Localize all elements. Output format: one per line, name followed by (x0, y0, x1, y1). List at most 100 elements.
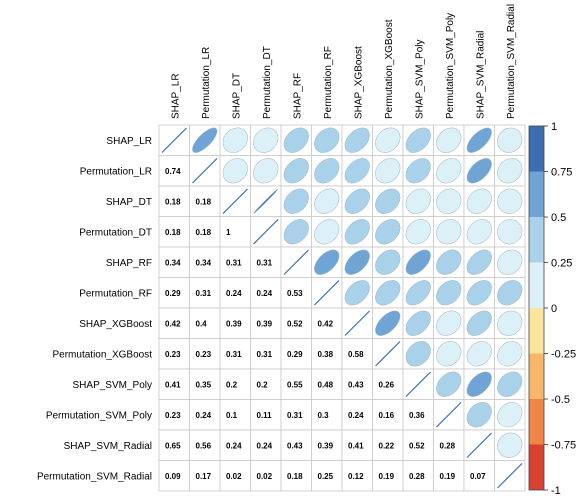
matrix-cell-shap-svm-radial-permutation-svm-poly (433, 429, 465, 461)
matrix-cell-shap-svm-poly-shap-lr (158, 368, 190, 400)
value-label-shap-svm-radial-shap-xgboost: 0.41 (348, 441, 364, 450)
ellipse-mark-permutation-dt-permutation-rf (314, 219, 340, 245)
ellipse-mark-permutation-xgboost-permutation-svm-radial (497, 341, 523, 367)
matrix-cell-shap-xgboost-permutation-dt (250, 307, 282, 339)
matrix-cell-permutation-rf-shap-rf (280, 277, 312, 309)
value-label-shap-xgboost-permutation-rf: 0.42 (318, 319, 334, 328)
value-label-shap-xgboost-shap-rf: 0.52 (287, 319, 303, 328)
matrix-cell-shap-xgboost-shap-rf (280, 307, 312, 339)
value-label-permutation-rf-shap-dt: 0.24 (226, 289, 242, 298)
row-label-permutation-lr: Permutation_LR (80, 166, 152, 177)
matrix-cell-permutation-svm-poly-shap-dt (219, 399, 251, 431)
ellipse-mark-shap-rf-permutation-xgboost (375, 249, 401, 275)
legend-tick-label-1: 0.75 (551, 167, 572, 179)
ellipse-mark-permutation-lr-permutation-svm-radial (497, 158, 523, 184)
value-label-permutation-svm-radial-shap-xgboost: 0.12 (348, 472, 364, 481)
legend-tick-label-2: 0.5 (551, 212, 566, 224)
value-label-shap-dt-permutation-lr: 0.18 (196, 197, 212, 206)
diagonal-line-permutation-svm-radial (497, 463, 523, 489)
matrix-cell-shap-xgboost-permutation-rf (311, 307, 343, 339)
ellipse-mark-shap-lr-shap-rf (283, 127, 309, 153)
matrix-cell-shap-xgboost-shap-dt (219, 307, 251, 339)
ellipse-mark-shap-rf-permutation-rf (314, 249, 340, 275)
ellipse-mark-shap-xgboost-permutation-xgboost (375, 310, 401, 336)
row-labels: SHAP_LR Permutation_LR SHAP_DT Permutation_… (37, 136, 152, 483)
value-label-permutation-rf-permutation-lr: 0.31 (196, 289, 212, 298)
ellipse-mark-permutation-lr-shap-dt (222, 158, 248, 184)
ellipse-mark-permutation-lr-shap-svm-poly (405, 158, 431, 184)
matrix-cell-permutation-svm-radial-permutation-rf (311, 460, 343, 492)
diagonal-line-permutation-xgboost (375, 341, 401, 367)
ellipse-mark-permutation-dt-shap-xgboost (344, 219, 370, 245)
value-label-permutation-svm-radial-permutation-rf: 0.25 (318, 472, 334, 481)
matrix-cell-shap-svm-radial-permutation-xgboost (372, 429, 404, 461)
ellipse-mark-shap-rf-shap-svm-poly (405, 249, 431, 275)
matrix-cell-shap-svm-radial-shap-rf (280, 429, 312, 461)
column-label-shap-lr: SHAP_LR (170, 73, 181, 119)
ellipse-mark-shap-dt-shap-rf (283, 188, 309, 214)
legend-tick-label-4: 0 (551, 303, 557, 315)
ellipse-mark-shap-lr-shap-xgboost (344, 127, 370, 153)
ellipse-mark-permutation-dt-permutation-xgboost (375, 219, 401, 245)
legend-band-5 (529, 353, 544, 399)
value-label-shap-xgboost-permutation-lr: 0.4 (196, 319, 208, 328)
legend-band-1 (529, 171, 544, 217)
value-label-shap-rf-permutation-lr: 0.34 (196, 258, 212, 267)
column-label-shap-svm-radial: SHAP_SVM_Radial (475, 31, 486, 119)
matrix-cell-shap-rf-shap-dt (219, 246, 251, 278)
value-label-permutation-dt-shap-dt: 1 (226, 228, 231, 237)
diagonal-line-shap-dt (222, 188, 248, 214)
matrix-cell-shap-rf-permutation-dt (250, 246, 282, 278)
diagonal-line-shap-lr (161, 127, 187, 153)
value-label-permutation-svm-radial-permutation-svm-poly: 0.19 (440, 472, 456, 481)
value-label-permutation-rf-shap-lr: 0.29 (165, 289, 181, 298)
value-label-permutation-svm-poly-shap-xgboost: 0.24 (348, 411, 364, 420)
value-label-shap-svm-radial-shap-dt: 0.24 (226, 441, 242, 450)
value-label-shap-svm-poly-permutation-dt: 0.2 (257, 380, 269, 389)
ellipse-mark-shap-svm-radial-permutation-svm-radial (497, 432, 523, 458)
value-label-permutation-svm-radial-shap-svm-radial: 0.07 (470, 472, 486, 481)
column-label-permutation-rf: Permutation_RF (323, 46, 334, 119)
ellipse-mark-shap-lr-permutation-svm-poly (436, 127, 462, 153)
ellipse-mark-shap-lr-permutation-dt (253, 127, 279, 153)
matrix-cell-shap-svm-radial-shap-dt (219, 429, 251, 461)
value-label-permutation-svm-radial-shap-rf: 0.18 (287, 472, 303, 481)
diagonal-line-shap-rf (283, 249, 309, 275)
value-label-shap-svm-poly-shap-xgboost: 0.43 (348, 380, 364, 389)
row-label-permutation-svm-radial: Permutation_SVM_Radial (37, 471, 152, 482)
ellipse-mark-shap-rf-permutation-svm-radial (497, 249, 523, 275)
column-label-permutation-svm-radial: Permutation_SVM_Radial (506, 4, 517, 119)
matrix-cell-permutation-xgboost-permutation-lr (189, 338, 221, 370)
row-label-shap-svm-poly: SHAP_SVM_Poly (73, 380, 152, 391)
matrix-cell-shap-xgboost-shap-lr (158, 307, 190, 339)
ellipse-mark-shap-lr-shap-svm-radial (466, 127, 492, 153)
row-label-shap-rf: SHAP_RF (106, 258, 152, 269)
matrix-cell-permutation-xgboost-shap-lr (158, 338, 190, 370)
value-label-permutation-rf-permutation-dt: 0.24 (257, 289, 273, 298)
value-label-permutation-xgboost-shap-lr: 0.23 (165, 350, 181, 359)
ellipse-mark-permutation-lr-permutation-rf (314, 158, 340, 184)
ellipse-mark-shap-svm-poly-shap-svm-radial (466, 371, 492, 397)
value-label-permutation-xgboost-permutation-dt: 0.31 (257, 350, 273, 359)
column-label-shap-dt: SHAP_DT (231, 73, 242, 119)
column-label-permutation-xgboost: Permutation_XGBoost (384, 19, 395, 119)
ellipse-mark-shap-xgboost-permutation-svm-poly (436, 310, 462, 336)
row-label-permutation-rf: Permutation_RF (79, 288, 152, 299)
matrix-cell-permutation-svm-radial-permutation-xgboost (372, 460, 404, 492)
ellipse-mark-permutation-lr-permutation-dt (253, 158, 279, 184)
matrix-cell-shap-svm-radial-permutation-lr (189, 429, 221, 461)
matrix-cell-permutation-dt-shap-lr (158, 216, 190, 248)
matrix-cell-permutation-dt-shap-dt (219, 216, 251, 248)
matrix-cell-permutation-svm-radial-shap-dt (219, 460, 251, 492)
matrix-cell-shap-svm-radial-permutation-dt (250, 429, 282, 461)
value-label-permutation-dt-permutation-lr: 0.18 (196, 228, 212, 237)
matrix-cell-shap-svm-radial-shap-svm-poly (402, 429, 434, 461)
matrix-cell-permutation-svm-poly-permutation-xgboost (372, 399, 404, 431)
diagonal-line-permutation-rf (314, 280, 340, 306)
matrix-cell-shap-svm-radial-shap-xgboost (341, 429, 373, 461)
ellipse-mark-shap-dt-permutation-svm-radial (497, 188, 523, 214)
ellipse-mark-permutation-svm-poly-shap-svm-radial (466, 402, 492, 428)
value-label-shap-svm-radial-permutation-rf: 0.39 (318, 441, 334, 450)
ellipse-mark-permutation-lr-permutation-svm-poly (436, 158, 462, 184)
diagonal-line-shap-svm-radial (466, 432, 492, 458)
